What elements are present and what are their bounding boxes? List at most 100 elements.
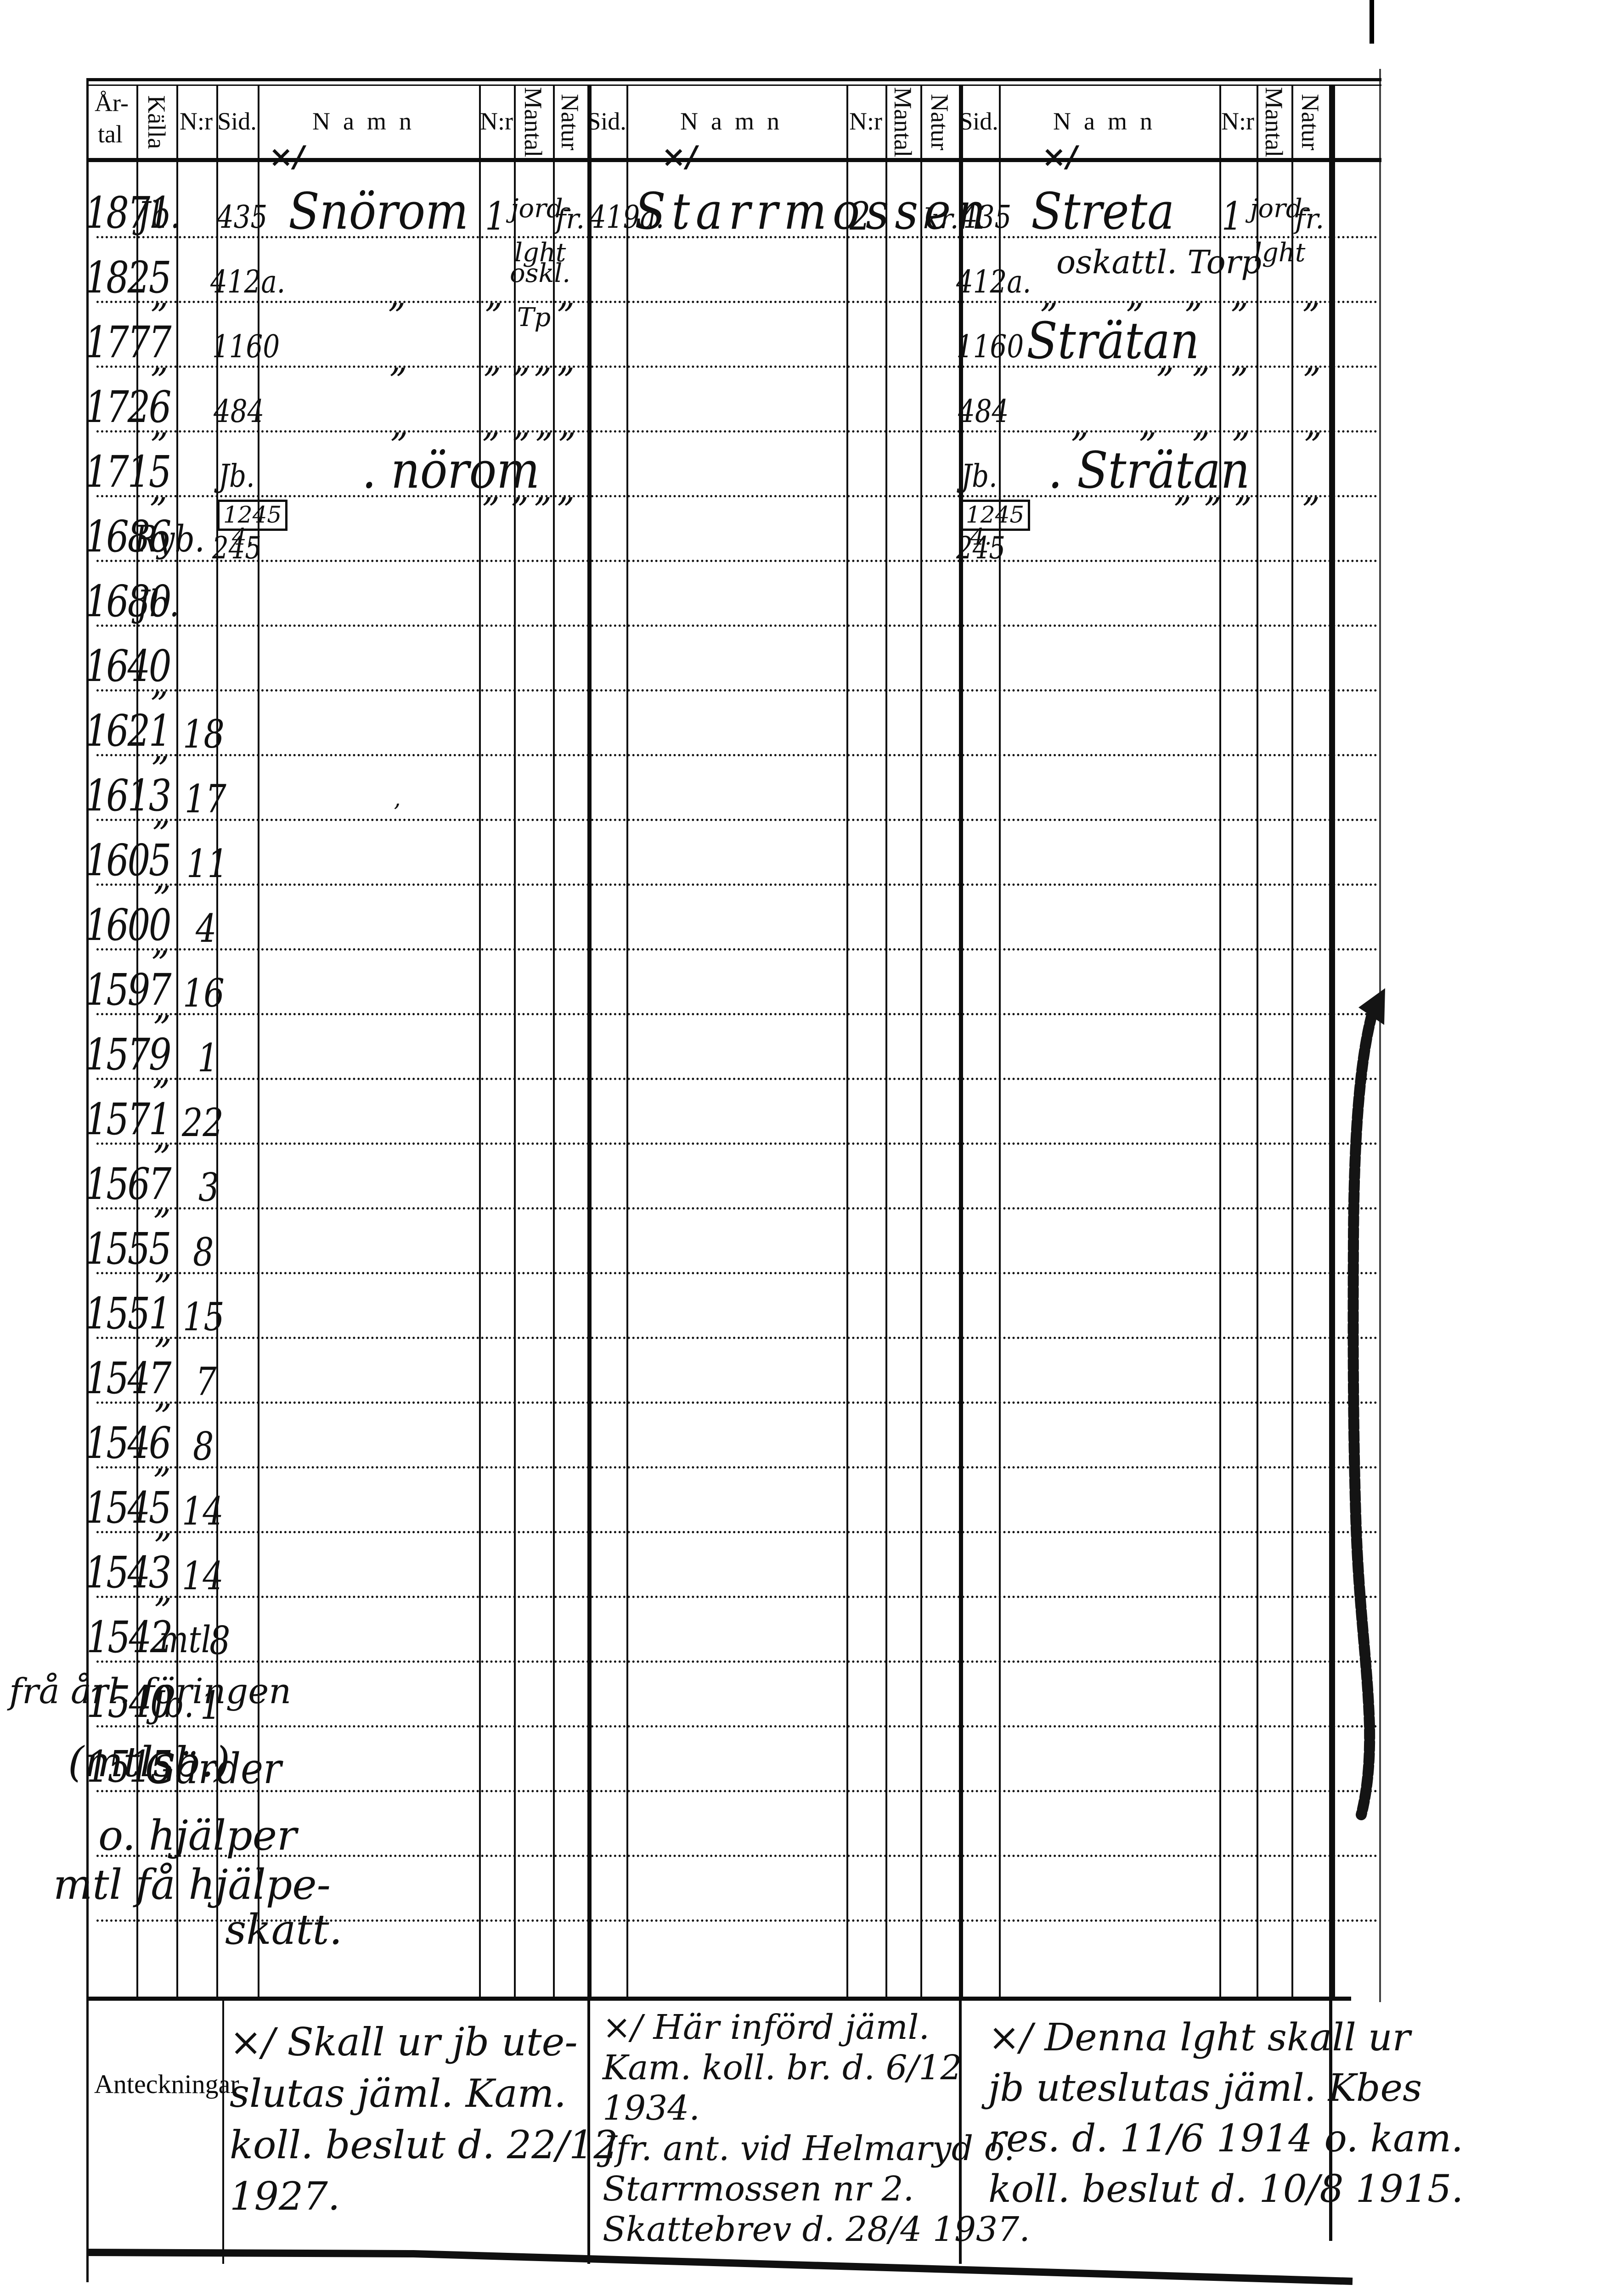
ditto-mark: „ — [154, 1569, 173, 1610]
small-mark: 4. — [970, 523, 992, 550]
year-value: 1542 — [86, 1612, 173, 1663]
ditto-mark: „ — [1126, 274, 1144, 315]
nr-cell: 17 — [185, 777, 226, 822]
header-label-namn: Namn — [312, 107, 424, 135]
ditto-mark: „ — [1304, 404, 1323, 445]
year-value: 1546 — [85, 1418, 171, 1469]
year-value: 1551 — [85, 1289, 171, 1339]
ditto-mark: „ — [152, 727, 170, 768]
row-dotted-line — [96, 1919, 1378, 1922]
row-dotted-line — [96, 754, 1378, 756]
section-divider-vline — [1329, 85, 1335, 1998]
nr-cell: 2 — [850, 194, 871, 239]
ditto-mark: „ — [1156, 339, 1175, 380]
year-value: 1715 — [85, 447, 171, 497]
ditto-mark: „ — [513, 404, 531, 445]
footnote-marker: ×/ — [269, 140, 304, 174]
year-value: 1540 — [86, 1677, 173, 1728]
nr-cell: 8 — [209, 1618, 231, 1663]
row-dotted-line — [96, 1337, 1378, 1339]
ditto-mark: „ — [153, 986, 172, 1027]
row-dotted-line — [96, 1466, 1378, 1469]
sid-cell: Jb. — [219, 458, 255, 495]
note-3-line: koll. beslut d. 10/8 1915. — [988, 2167, 1464, 2211]
header-label-mantal: Mantal — [519, 87, 547, 158]
row-dotted-line — [96, 301, 1378, 303]
ditto-mark: „ — [390, 404, 409, 445]
ditto-mark: „ — [152, 922, 170, 962]
nr-cell: 1 — [485, 194, 506, 239]
note-3-line: jb uteslutas jäml. Kbes — [988, 2066, 1422, 2110]
year-value: 1579 — [85, 1030, 171, 1080]
notes-vline — [222, 1998, 224, 2264]
namn-cell: . nörom — [362, 441, 540, 500]
mantal-cell: lght — [1254, 238, 1306, 268]
source-cell: Jb. — [137, 582, 180, 625]
header-label-mantal: Mantal — [889, 87, 917, 158]
note-2-line: Starrmossen nr 2. — [603, 2169, 914, 2209]
table-vline — [136, 85, 138, 1998]
sid-cell: 412a. — [956, 264, 1031, 300]
nr-cell: 3 — [198, 1165, 220, 1210]
year-value: 1777 — [85, 317, 171, 368]
margin-pencil-squiggle — [1347, 988, 1385, 1820]
year-value: 1597 — [85, 965, 171, 1015]
table-vline — [216, 85, 218, 1998]
row-dotted-line — [96, 430, 1378, 433]
header-label-natur: Natur — [1296, 94, 1324, 151]
row-dotted-line — [96, 1401, 1378, 1404]
notes-vline — [587, 1998, 590, 2264]
row-dotted-line — [96, 1725, 1378, 1728]
table-vline — [1257, 85, 1258, 1998]
row-dotted-line — [96, 366, 1378, 368]
table-vline — [479, 85, 481, 1998]
ditto-mark: „ — [1071, 404, 1089, 445]
note-2-line: Jfr. ant. vid Helmaryd o. — [603, 2129, 1015, 2168]
table-vline — [999, 85, 1001, 1998]
row-dotted-line — [96, 1013, 1378, 1015]
year-value: 1555 — [85, 1224, 171, 1274]
namn-cell: Streta — [1031, 182, 1175, 241]
header-label-sid: Sid. — [959, 107, 998, 135]
ditto-mark: „ — [557, 468, 575, 509]
ditto-mark: „ — [1139, 404, 1157, 445]
ditto-mark: „ — [1234, 468, 1253, 509]
note-1-line: 1927. — [230, 2174, 340, 2219]
note-1-line: koll. beslut d. 22/12 — [230, 2122, 618, 2167]
namn-secondary: oskattl. Torp — [1056, 243, 1262, 281]
table-vline — [553, 85, 555, 1998]
table-vline — [920, 85, 922, 1998]
marginal-note: o. hjälper — [98, 1812, 297, 1860]
ditto-mark: „ — [557, 274, 575, 315]
row-dotted-line — [96, 819, 1378, 821]
marginal-note: mtl få hjälpe- — [53, 1861, 331, 1909]
notes-bottom-rule — [86, 2249, 1353, 2285]
year-value: 1515 — [86, 1742, 173, 1792]
ditto-mark: „ — [150, 468, 168, 509]
header-label-nr: N:r — [480, 107, 513, 135]
ditto-mark: „ — [1204, 468, 1223, 509]
nr-cell: 1 — [1222, 194, 1243, 239]
natur-cell: fr. — [1295, 203, 1325, 235]
ditto-mark: „ — [535, 404, 554, 445]
ditto-mark: „ — [1231, 339, 1249, 380]
note-2-line: Skattebrev d. 28/4 1937. — [603, 2210, 1030, 2249]
table-vline — [885, 85, 887, 1998]
sid-cell: 245 — [212, 530, 262, 566]
nr-cell: 14 — [182, 1489, 224, 1534]
header-label-sid: Sid. — [587, 107, 626, 135]
row-dotted-line — [96, 1660, 1378, 1663]
header-label-arstal_line1: År- — [95, 89, 129, 117]
header-label-arstal_line2: tal — [98, 120, 123, 148]
ditto-mark: „ — [1185, 274, 1203, 315]
mantal-cell: jord- — [511, 194, 572, 224]
mantal-cell: oskl. — [510, 259, 571, 288]
ditto-mark: „ — [511, 468, 530, 509]
header-label-nr: N:r — [1221, 107, 1254, 135]
ditto-mark: „ — [154, 1504, 173, 1545]
table-vline — [626, 85, 628, 1998]
sid-cell: 412a. — [210, 264, 286, 300]
source-cell: Ryb. — [134, 518, 205, 560]
source-cell: Jb. — [138, 194, 180, 236]
